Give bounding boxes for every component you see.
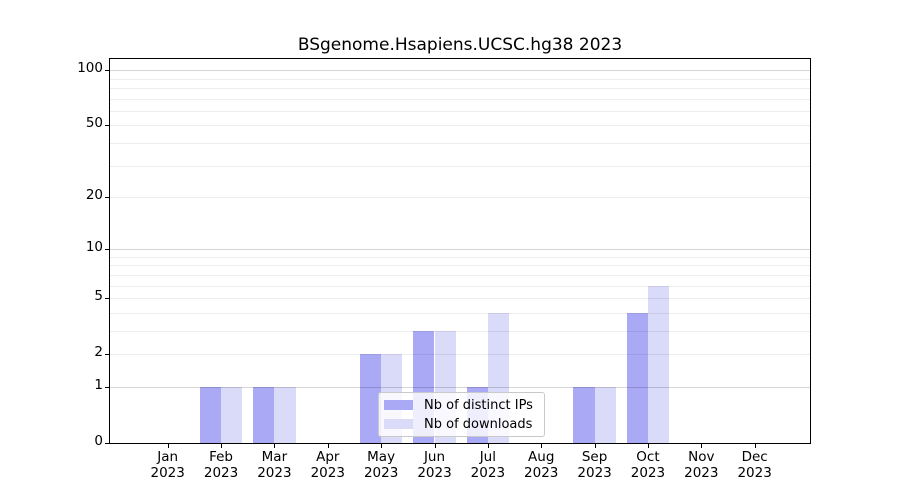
gridline-major: [110, 249, 810, 251]
legend: Nb of distinct IPs Nb of downloads: [378, 392, 545, 437]
x-tick: [647, 444, 649, 448]
x-axis-tick-label: May 2023: [363, 449, 399, 481]
x-tick: [754, 444, 756, 448]
gridline-minor: [110, 87, 810, 89]
x-tick: [434, 444, 436, 448]
x-axis-tick-label: Jan 2023: [150, 449, 185, 481]
bar-distinct-ips-sep: [573, 387, 595, 443]
x-axis-tick-label: Feb 2023: [203, 449, 239, 481]
y-axis-tick-label: 0: [94, 433, 103, 449]
gridline-minor: [110, 98, 810, 100]
x-tick: [221, 444, 223, 448]
gridline-minor: [110, 354, 810, 356]
y-axis-tick-label: 50: [85, 115, 103, 132]
x-axis-tick-label: Mar 2023: [257, 449, 292, 481]
bar-distinct-ips-feb: [199, 387, 222, 443]
gridline-minor: [110, 265, 810, 267]
bar-downloads-oct: [647, 285, 670, 443]
x-axis-tick-label: Oct 2023: [630, 449, 666, 481]
x-tick: [381, 444, 383, 448]
legend-label-distinct-ips: Nb of distinct IPs: [424, 397, 533, 413]
y-axis-tick-label: 5: [94, 288, 103, 305]
gridline-minor: [110, 298, 810, 300]
bar-distinct-ips-oct: [626, 312, 648, 443]
gridline-minor: [110, 274, 810, 276]
legend-item-downloads: Nb of downloads: [384, 415, 544, 434]
x-axis-tick-label: Nov 2023: [684, 449, 719, 481]
y-tick: [105, 249, 109, 251]
y-tick: [105, 354, 109, 356]
y-tick: [105, 70, 109, 72]
gridline-minor: [110, 256, 810, 258]
gridline-minor: [110, 165, 810, 167]
gridline-minor: [110, 197, 810, 198]
x-tick: [327, 444, 329, 448]
gridline-minor: [110, 142, 810, 144]
x-axis-tick-label: Apr 2023: [310, 449, 345, 481]
x-axis-tick-label: Aug 2023: [524, 449, 559, 481]
legend-label-downloads: Nb of downloads: [424, 416, 533, 432]
chart-title: BSgenome.Hsapiens.UCSC.hg38 2023: [297, 35, 623, 55]
gridline-minor: [110, 330, 810, 332]
y-axis-tick-label: 1: [94, 376, 103, 393]
bar-distinct-ips-mar: [253, 387, 275, 443]
gridline-minor: [110, 125, 810, 127]
x-axis-tick-label: Jun 2023: [417, 449, 452, 481]
legend-swatch-downloads: [384, 419, 413, 429]
x-tick: [274, 444, 276, 448]
gridline-minor: [110, 285, 810, 287]
y-axis-tick-label: 20: [85, 187, 103, 203]
bar-downloads-sep: [594, 387, 616, 443]
x-tick: [487, 444, 489, 448]
bar-distinct-ips-may: [359, 354, 382, 443]
y-tick: [105, 386, 109, 388]
x-axis-tick-label: Sep 2023: [577, 449, 612, 481]
y-tick: [105, 298, 109, 300]
y-tick: [105, 443, 109, 444]
legend-item-distinct-ips: Nb of distinct IPs: [384, 396, 544, 415]
y-tick: [105, 125, 109, 127]
x-axis-tick-label: Jul 2023: [470, 449, 506, 481]
x-tick: [701, 444, 703, 448]
bar-downloads-feb: [221, 387, 243, 443]
plot-area: [105, 58, 811, 448]
x-axis-tick-label: Dec 2023: [737, 449, 772, 481]
gridline-minor: [110, 110, 810, 112]
y-axis-tick-label: 100: [77, 60, 103, 77]
legend-swatch-distinct-ips: [384, 400, 413, 410]
gridline-major: [110, 70, 810, 72]
y-tick: [105, 197, 109, 198]
bar-downloads-mar: [274, 387, 296, 443]
x-tick: [594, 444, 596, 448]
y-axis-tick-label: 2: [94, 344, 103, 361]
gridline-minor: [110, 78, 810, 80]
y-axis-tick-label: 10: [85, 239, 103, 256]
x-tick: [167, 444, 169, 448]
gridline-minor: [110, 312, 810, 314]
x-tick: [541, 444, 543, 448]
